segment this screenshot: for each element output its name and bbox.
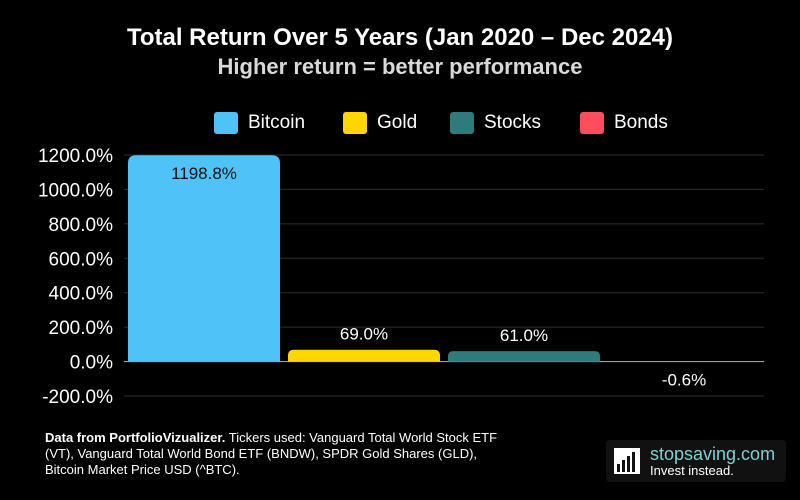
legend-item-bonds: Bonds [580,112,668,134]
legend-label-bitcoin: Bitcoin [248,112,306,133]
bar-gold [288,349,440,362]
brand-tagline: Invest instead. [650,463,734,478]
y-tick-label: -200.0% [42,387,113,408]
legend-swatch-gold [343,112,367,134]
y-tick-label: 1000.0% [38,180,113,201]
y-tick-label: 1200.0% [38,146,113,167]
legend-swatch-bonds [580,112,604,134]
y-tick-label: 200.0% [49,318,114,339]
brand-badge: stopsaving.com Invest instead. [606,440,786,482]
brand-name: stopsaving.com [650,444,776,464]
y-tick-label: 600.0% [49,249,114,270]
data-label-gold: 69.0% [340,325,388,344]
bar-chart-logo-icon [614,448,640,474]
data-source-bold: Data from PortfolioVizualizer. [45,430,226,445]
data-label-bitcoin: 1198.8% [171,164,237,183]
y-tick-label: 0.0% [70,353,113,374]
legend-label-gold: Gold [377,112,418,133]
data-label-bonds: -0.6% [662,371,706,390]
legend-swatch-stocks [450,112,474,134]
chart-subtitle: Higher return = better performance [217,54,583,79]
bar-bitcoin [128,155,280,362]
legend-item-bitcoin: Bitcoin [214,112,305,134]
y-tick-label: 800.0% [49,215,114,236]
y-tick-label: 400.0% [49,284,114,305]
data-source-note: Data from PortfolioVizualizer. Tickers u… [45,430,515,478]
legend-label-bonds: Bonds [614,112,668,133]
legend-swatch-bitcoin [214,112,238,134]
legend: Bitcoin Gold Stocks Bonds [0,112,800,138]
data-label-stocks: 61.0% [500,326,548,345]
bar-stocks [448,351,600,362]
chart-title: Total Return Over 5 Years (Jan 2020 – De… [126,24,674,51]
legend-item-stocks: Stocks [450,112,541,134]
data-source-text: Tickers used: Vanguard Total World Stock… [45,430,498,477]
legend-item-gold: Gold [343,112,417,134]
legend-label-stocks: Stocks [484,112,542,133]
